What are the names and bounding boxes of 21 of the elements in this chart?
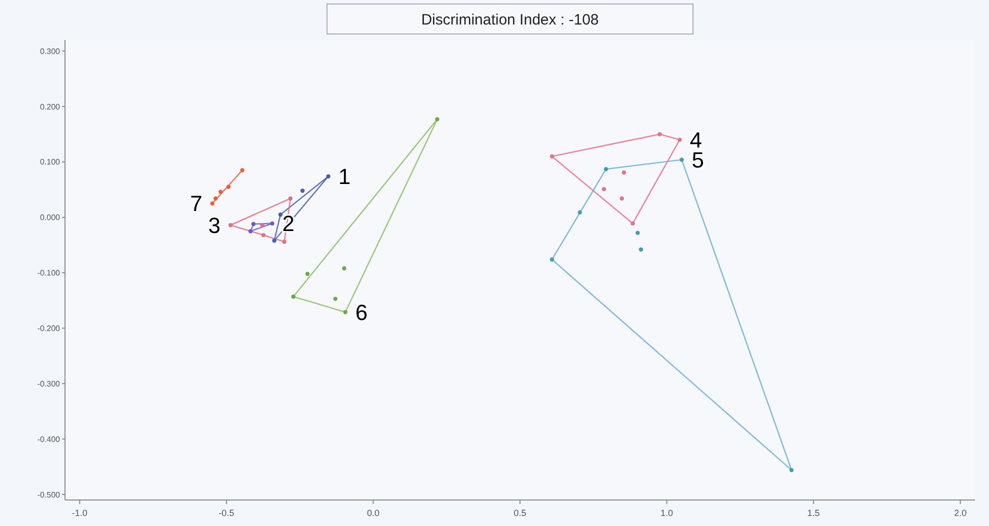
y-tick-label: -0.300 — [37, 379, 61, 388]
x-tick-label: 2.0 — [954, 508, 967, 518]
series-label: 3 — [208, 212, 221, 238]
x-tick-label: 1.0 — [660, 508, 674, 518]
x-tick-label: 0.5 — [514, 508, 526, 518]
y-tick-label: -0.500 — [37, 490, 61, 500]
x-tick-label: 1.5 — [807, 508, 820, 518]
y-tick-label: -0.200 — [37, 324, 61, 333]
x-tick-label: -1.0 — [72, 508, 88, 518]
chart-title: Discrimination Index : -108 — [421, 11, 599, 28]
series-label: 7 — [190, 191, 202, 216]
series-label: 1 — [338, 164, 351, 190]
y-tick-label: -0.400 — [37, 434, 61, 444]
x-tick-label: 0.0 — [366, 508, 380, 518]
y-tick-label: 0.000 — [40, 213, 61, 222]
y-tick-label: 0.100 — [40, 158, 61, 167]
series-label: 6 — [355, 300, 368, 325]
x-tick-label: -0.5 — [218, 508, 234, 518]
y-tick-label: 0.300 — [40, 46, 61, 56]
y-tick-label: -0.100 — [37, 268, 61, 278]
y-tick-label: 0.200 — [40, 102, 61, 112]
